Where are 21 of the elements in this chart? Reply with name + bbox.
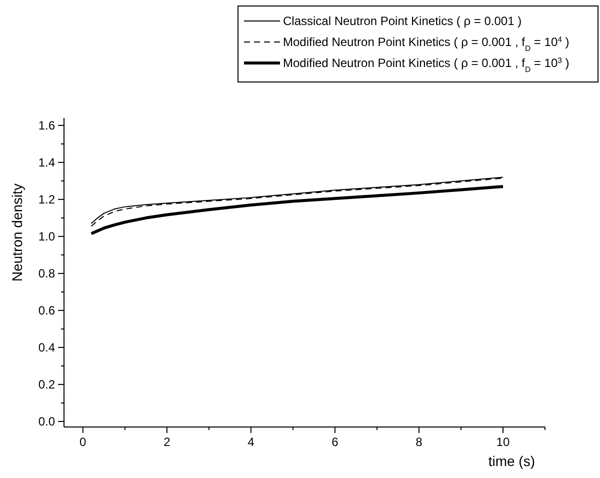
x-tick-label: 6 bbox=[332, 435, 339, 449]
y-tick-label: 1.0 bbox=[38, 229, 56, 244]
y-axis-title: Neutron density bbox=[9, 183, 25, 282]
text: 0.0 bbox=[38, 414, 55, 428]
x-tick-label: 4 bbox=[248, 435, 255, 449]
legend-label: Modified Neutron Point Kinetics ( ρ = 0.001 , f$_{D}$ = 10$^{3}$ ) bbox=[283, 56, 570, 74]
y-tick-label: 0.4 bbox=[38, 340, 56, 354]
x-tick-label: 0 bbox=[80, 435, 87, 449]
y-tick-label: 0.2 bbox=[38, 377, 56, 392]
y-tick-label: 1.2 bbox=[38, 192, 56, 206]
legend-label: Modified Neutron Point Kinetics ( ρ = 0.001 , f$_{D}$ = 10$^{4}$ ) bbox=[283, 34, 570, 52]
legend-label: Classical Neutron Point Kinetics ( ρ = 0.001 ) bbox=[283, 14, 522, 28]
x-tick-label: 10 bbox=[496, 435, 510, 449]
line-series bbox=[90, 184, 504, 236]
x-tick-label: 2 bbox=[164, 435, 171, 449]
x-tick-label: 8 bbox=[416, 435, 423, 449]
x-axis-title: time (s) bbox=[488, 453, 535, 469]
y-tick-label: 0.6 bbox=[38, 303, 56, 318]
y-tick-label: 0.8 bbox=[38, 266, 56, 280]
y-tick-label: 1.4 bbox=[38, 155, 56, 170]
y-tick-label: 1.6 bbox=[38, 118, 56, 132]
